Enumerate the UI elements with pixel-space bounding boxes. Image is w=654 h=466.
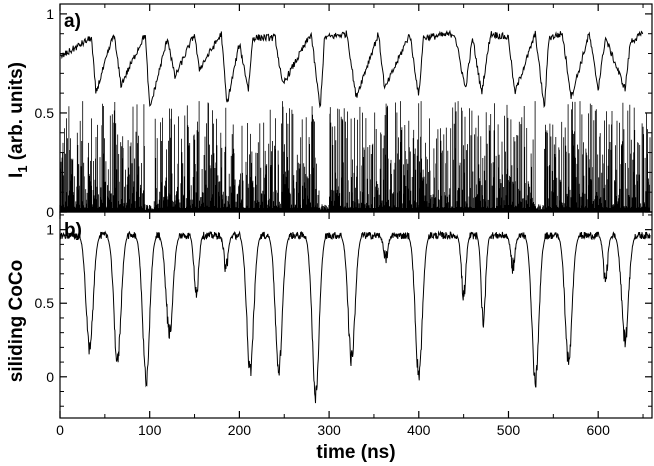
panel-b-ytick-label-2: 1 [46, 222, 54, 238]
x-tick-label-1: 100 [138, 422, 162, 438]
series-envelope-trace [59, 29, 644, 109]
panel-a: 00.51 a) I1 (arb. units) [6, 3, 653, 220]
panel-a-ytick-label-2: 1 [46, 6, 54, 22]
panel-a-frame [59, 3, 653, 213]
panel-a-ytick-label-1: 0.5 [35, 105, 55, 121]
x-axis-title: time (ns) [316, 442, 395, 463]
x-tick-label-3: 300 [317, 422, 341, 438]
x-tick-label-0: 0 [56, 422, 64, 438]
panel-b-frame [59, 211, 653, 419]
panel-b-ticks: 00.510 100 200 300 400 500 600 [35, 4, 652, 438]
x-tick-label-6: 600 [587, 422, 611, 438]
panel-a-label: a) [64, 11, 81, 32]
x-tick-label-5: 500 [497, 422, 521, 438]
panel-b-ytick-label-1: 0.5 [35, 295, 55, 311]
panel-b-ytick-label-0: 0 [46, 369, 54, 385]
panel-a-traces [59, 29, 651, 212]
panel-a-ytick-label-0: 0 [46, 204, 54, 220]
panel-b-traces [59, 230, 651, 404]
panel-a-y-axis-title: I1 (arb. units) [6, 62, 30, 178]
series-coco-trace [59, 230, 651, 404]
x-tick-label-2: 200 [228, 422, 252, 438]
series-spiking-trace [59, 101, 651, 212]
panel-a-ticks: 00.51 [35, 4, 652, 220]
panel-b: 00.510 100 200 300 400 500 600 b) siliding CoC… [6, 4, 653, 463]
panel-b-label: b) [64, 220, 82, 241]
x-tick-label-4: 400 [407, 422, 431, 438]
panel-b-y-axis-title: siliding CoCo [6, 260, 27, 382]
